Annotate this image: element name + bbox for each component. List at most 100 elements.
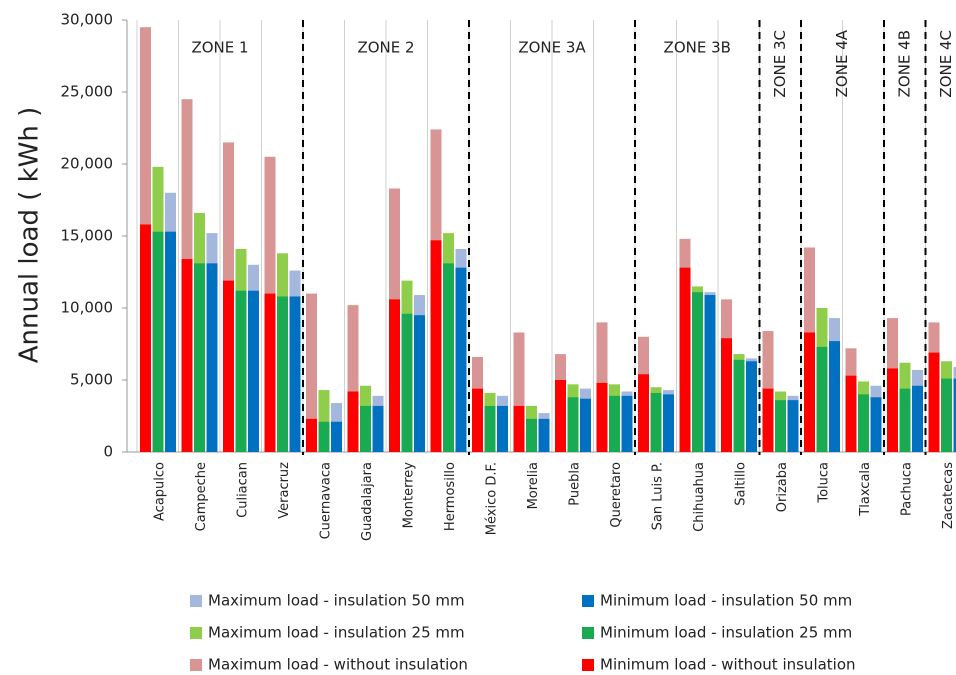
bar — [206, 263, 218, 452]
bar — [277, 296, 288, 452]
bar — [899, 388, 911, 452]
y-tick-label: 15,000 — [61, 227, 114, 245]
bar — [401, 313, 413, 452]
bar — [347, 305, 359, 452]
x-tick-label: Orizaba — [775, 462, 790, 512]
zone-label: ZONE 3A — [518, 39, 586, 57]
bar — [679, 267, 691, 452]
bar — [414, 315, 425, 452]
bar — [912, 385, 923, 452]
bar — [580, 398, 591, 452]
y-tick-label: 5,000 — [70, 371, 113, 389]
bar — [264, 293, 276, 452]
bar — [318, 390, 330, 452]
bar — [165, 231, 176, 452]
bar — [347, 391, 359, 452]
legend-label: Minimum load - without insulation — [600, 656, 856, 674]
legend-swatch — [582, 659, 594, 671]
x-tick-label: México D.F. — [484, 462, 499, 535]
x-tick-label: Campeche — [194, 462, 209, 531]
zone-label: ZONE 4A — [833, 29, 851, 97]
bar — [887, 368, 898, 452]
bar — [306, 418, 317, 452]
bar — [472, 388, 483, 452]
bar — [650, 392, 662, 452]
y-tick-label: 30,000 — [61, 11, 114, 29]
bar — [609, 395, 620, 452]
legend-label: Maximum load - insulation 25 mm — [208, 624, 465, 642]
bar — [941, 378, 952, 452]
y-tick-label: 25,000 — [61, 83, 114, 101]
x-tick-label: Tlaxcala — [858, 462, 873, 517]
x-tick-label: Toluca — [816, 462, 831, 504]
legend-swatch — [190, 595, 202, 607]
y-tick-label: 20,000 — [61, 155, 114, 173]
bar — [704, 295, 716, 452]
bar — [953, 378, 956, 452]
bar — [596, 382, 608, 452]
bar — [484, 405, 496, 452]
legend-label: Minimum load - insulation 25 mm — [600, 624, 852, 642]
legend-swatch — [582, 595, 594, 607]
y-tick-label: 0 — [103, 443, 113, 461]
bar — [829, 341, 840, 452]
bar — [389, 299, 400, 452]
bar — [360, 405, 371, 452]
bar — [306, 293, 317, 452]
bar — [235, 290, 247, 452]
bar — [816, 346, 828, 452]
bar — [152, 231, 164, 452]
zone-label: ZONE 3C — [771, 30, 789, 98]
bar — [331, 421, 342, 452]
bar — [775, 400, 786, 452]
x-tick-label: Guadalajara — [360, 462, 375, 541]
bar — [497, 405, 508, 452]
zone-label: ZONE 1 — [191, 39, 248, 57]
x-tick-label: Puebla — [567, 462, 582, 506]
y-tick-label: 10,000 — [61, 299, 114, 317]
x-tick-label: Queretaro — [609, 462, 624, 528]
bar — [372, 405, 384, 452]
bar — [692, 292, 703, 452]
legend-label: Maximum load - without insulation — [208, 656, 468, 674]
bar — [318, 421, 330, 452]
legend-swatch — [190, 659, 202, 671]
bar — [845, 375, 857, 452]
x-tick-label: Chihuahua — [692, 462, 707, 532]
bar — [181, 259, 193, 452]
bar — [140, 224, 151, 452]
x-tick-label: Pachuca — [899, 462, 914, 516]
zone-label: ZONE 3B — [664, 39, 731, 57]
bar — [194, 263, 205, 452]
x-tick-label: Acapulco — [152, 462, 167, 521]
x-tick-label: Zacatecas — [941, 462, 956, 529]
bar — [733, 359, 745, 452]
bar — [721, 338, 732, 452]
y-axis-title: Annual load ( kWh ) — [15, 107, 45, 364]
zone-label: ZONE 4C — [937, 30, 955, 98]
legend-label: Maximum load - insulation 50 mm — [208, 592, 465, 610]
zone-label: ZONE 4B — [895, 30, 913, 97]
bar — [430, 240, 442, 452]
bar — [513, 332, 525, 452]
bar — [526, 418, 537, 452]
bar — [804, 332, 815, 452]
bar — [289, 296, 301, 452]
legend-swatch — [190, 627, 202, 639]
x-tick-label: Veracruz — [277, 462, 292, 519]
bar — [513, 405, 525, 452]
legend-swatch — [582, 627, 594, 639]
x-tick-label: Saltillo — [733, 462, 748, 506]
bar — [443, 263, 454, 452]
x-tick-label: Monterrey — [401, 462, 416, 529]
bar — [928, 352, 940, 452]
x-tick-label: San Luis P. — [650, 462, 665, 530]
bar — [567, 397, 579, 452]
x-tick-label: Culiacan — [235, 462, 250, 518]
bar — [870, 397, 882, 452]
bar — [455, 267, 467, 452]
x-tick-label: Hermosillo — [443, 462, 458, 531]
bar — [787, 400, 799, 452]
bar — [638, 374, 649, 452]
